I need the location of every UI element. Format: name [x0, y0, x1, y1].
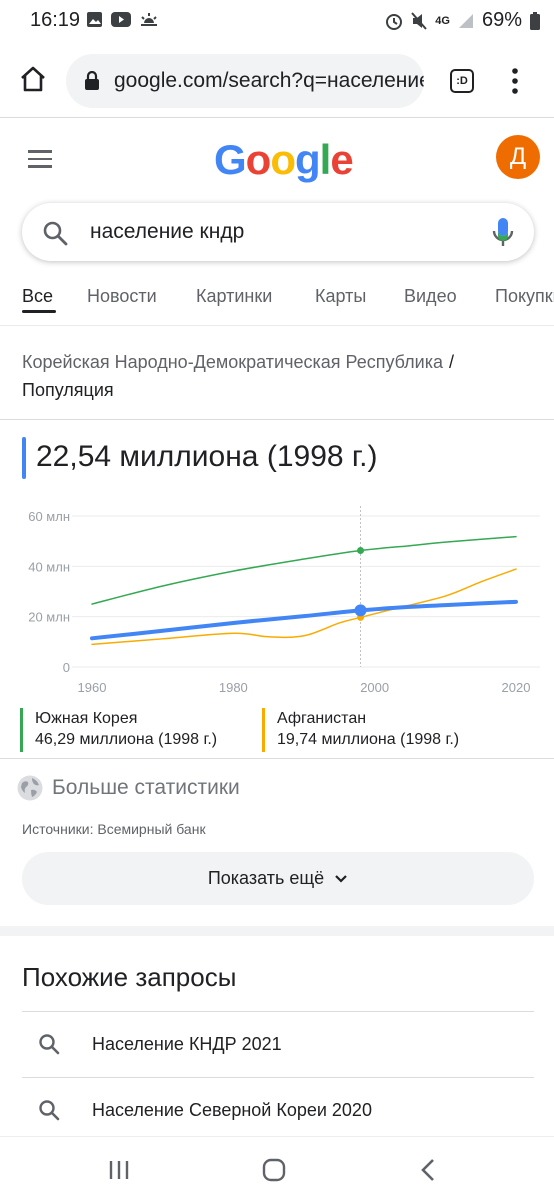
alarm-icon	[386, 13, 403, 30]
google-header: Google Д	[0, 118, 554, 204]
legend-series-value: 46,29 миллиона (1998 г.)	[35, 731, 218, 748]
series-highlight-point[interactable]	[357, 546, 365, 554]
url-text[interactable]: google.com/search?q=население кндр	[114, 69, 424, 92]
tab-all[interactable]: Все	[22, 286, 54, 306]
legend-series-name: Южная Корея	[35, 710, 138, 727]
search-box[interactable]	[22, 203, 534, 261]
chevron-down-icon	[335, 874, 347, 883]
legend-afghanistan[interactable]: Афганистан 19,74 миллиона (1998 г.)	[262, 708, 459, 752]
tab-maps[interactable]: Карты	[315, 286, 367, 306]
series-line[interactable]	[90, 599, 518, 641]
status-time: 16:19	[30, 9, 81, 31]
more-vert-icon[interactable]	[510, 68, 520, 94]
avatar-letter: Д	[509, 143, 527, 170]
legend-series-value: 19,74 миллиона (1998 г.)	[277, 731, 460, 748]
tab-shopping[interactable]: Покупки	[495, 286, 554, 306]
tab-switcher-button[interactable]: :D	[450, 69, 474, 93]
breadcrumb-separator: /	[449, 352, 455, 372]
y-tick-label: 20 млн	[28, 610, 70, 625]
y-tick-label: 60 млн	[28, 509, 70, 524]
mute-icon	[411, 11, 428, 30]
y-tick-label: 40 млн	[28, 559, 70, 574]
related-searches-title: Похожие запросы	[22, 962, 237, 992]
sources-text: Источники: Всемирный банк	[22, 821, 206, 837]
related-search-item[interactable]: Население КНДР 2021	[22, 1011, 534, 1077]
globe-icon	[17, 775, 43, 801]
related-search-text: Население КНДР 2021	[92, 1034, 282, 1054]
network-label: 4G	[435, 14, 450, 27]
recent-apps-icon[interactable]	[108, 1159, 130, 1181]
breadcrumb-topic: Популяция	[22, 380, 114, 400]
tab-images[interactable]: Картинки	[196, 286, 273, 306]
answer-accent-bar	[22, 437, 26, 479]
series-line[interactable]	[91, 535, 517, 605]
y-tick-label: 0	[63, 660, 70, 675]
legend-series-name: Афганистан	[277, 710, 367, 727]
search-input[interactable]	[90, 220, 470, 244]
back-icon[interactable]	[420, 1158, 436, 1182]
home-icon[interactable]	[18, 64, 48, 94]
active-tab-indicator	[22, 310, 56, 313]
hamburger-menu-icon[interactable]	[28, 150, 52, 173]
battery-icon	[530, 11, 540, 30]
android-navigation-bar	[0, 1136, 554, 1200]
section-separator	[0, 926, 554, 936]
x-tick-label: 2020	[502, 680, 531, 695]
more-statistics-link[interactable]: Больше статистики	[16, 774, 240, 802]
status-bar: 16:19 4G 69%	[0, 0, 554, 42]
image-icon	[87, 12, 102, 27]
weather-icon	[141, 13, 157, 26]
url-bar[interactable]: google.com/search?q=население кндр	[66, 54, 424, 108]
show-more-button[interactable]: Показать ещё	[22, 852, 534, 905]
legend-south-korea[interactable]: Южная Корея 46,29 миллиона (1998 г.)	[20, 708, 217, 752]
search-icon	[39, 1034, 60, 1055]
x-tick-label: 1960	[78, 680, 107, 695]
related-search-text: Население Северной Кореи 2020	[92, 1100, 372, 1120]
microphone-icon[interactable]	[492, 217, 514, 249]
tab-switcher-label: :D	[456, 75, 468, 87]
series-highlight-point[interactable]	[354, 604, 367, 617]
divider	[0, 419, 554, 420]
population-chart[interactable]: 0 20 млн 40 млн 60 млн 1960 1980 2000 2020	[0, 500, 554, 700]
show-more-label: Показать ещё	[207, 868, 325, 888]
search-tabs: Все Новости Картинки Карты Видео Покупки	[0, 272, 554, 326]
related-search-item[interactable]: Население Северной Кореи 2020	[22, 1077, 534, 1143]
series-line[interactable]	[91, 568, 517, 646]
signal-icon	[458, 13, 473, 28]
search-icon[interactable]	[42, 220, 68, 246]
population-answer: 22,54 миллиона (1998 г.)	[36, 440, 378, 473]
home-nav-icon[interactable]	[262, 1158, 286, 1182]
browser-toolbar: google.com/search?q=население кндр :D	[0, 42, 554, 118]
divider	[0, 758, 554, 759]
tab-video[interactable]: Видео	[404, 286, 457, 306]
breadcrumb-entity[interactable]: Корейская Народно-Демократическая Респуб…	[22, 352, 444, 372]
google-logo[interactable]: Google	[214, 136, 354, 183]
avatar[interactable]: Д	[496, 135, 540, 179]
search-icon	[39, 1100, 60, 1121]
battery-percent: 69%	[481, 9, 522, 31]
youtube-icon	[111, 12, 131, 27]
lock-icon	[85, 71, 99, 90]
breadcrumb: Корейская Народно-Демократическая Респуб…	[22, 348, 532, 404]
tab-news[interactable]: Новости	[87, 286, 157, 306]
more-statistics-label: Больше статистики	[52, 776, 240, 799]
x-tick-label: 1980	[219, 680, 248, 695]
x-tick-label: 2000	[360, 680, 389, 695]
